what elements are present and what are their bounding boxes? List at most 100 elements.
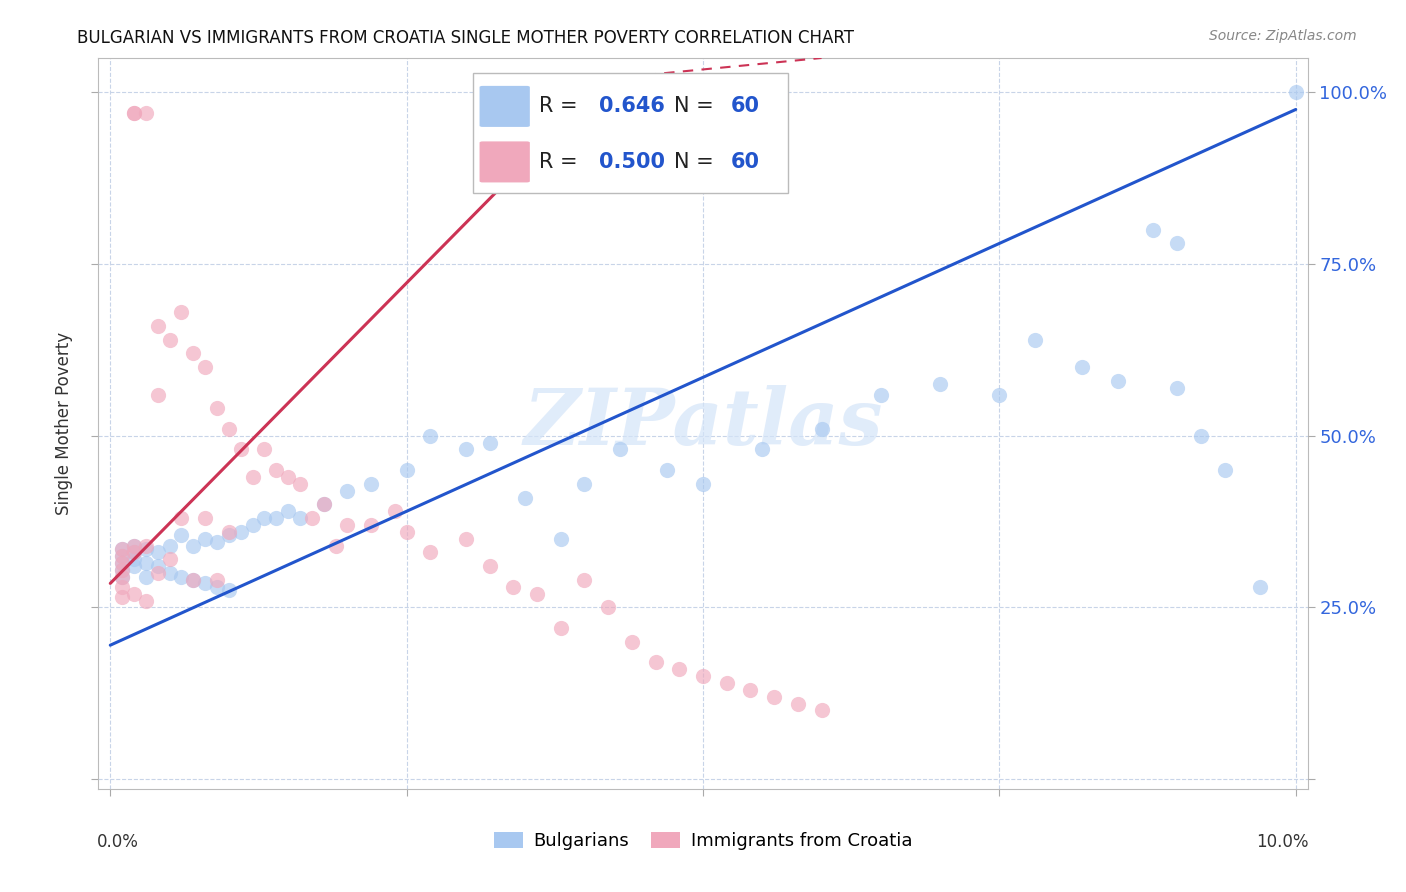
Point [454, 532, 477, 546]
Point [253, 511, 276, 525]
Point [419, 428, 441, 442]
Point [716, 676, 738, 690]
Point [609, 442, 631, 457]
Point [159, 539, 181, 553]
Point [620, 634, 643, 648]
Point [336, 518, 359, 533]
Point [122, 539, 145, 553]
Point [122, 552, 145, 566]
Point [181, 573, 204, 587]
Point [988, 387, 1011, 401]
Point [810, 703, 832, 717]
Point [312, 497, 335, 511]
Point [122, 106, 145, 120]
Point [312, 497, 335, 511]
Point [111, 542, 134, 557]
Point [384, 504, 406, 518]
Point [360, 476, 382, 491]
Point [111, 542, 134, 557]
Point [170, 511, 193, 525]
Point [111, 556, 134, 570]
Point [146, 566, 169, 580]
Point [122, 106, 145, 120]
Point [692, 476, 714, 491]
Point [657, 463, 679, 477]
Point [574, 476, 596, 491]
Point [550, 532, 572, 546]
Point [122, 545, 145, 559]
Point [598, 600, 620, 615]
Point [205, 573, 228, 587]
Point [515, 491, 537, 505]
Point [526, 587, 548, 601]
Point [135, 542, 157, 557]
Point [135, 593, 157, 607]
Point [550, 621, 572, 635]
Point [288, 476, 311, 491]
Point [111, 590, 134, 604]
Point [205, 401, 228, 416]
Point [264, 511, 287, 525]
Point [194, 532, 217, 546]
Point [692, 669, 714, 683]
Point [1071, 359, 1094, 374]
Legend: Bulgarians, Immigrants from Croatia: Bulgarians, Immigrants from Croatia [486, 824, 920, 857]
Point [111, 569, 134, 583]
Point [146, 387, 169, 401]
Text: ZIPatlas: ZIPatlas [523, 385, 883, 462]
Point [668, 662, 690, 676]
Point [1142, 222, 1164, 236]
Text: 0.0%: 0.0% [97, 833, 139, 851]
Y-axis label: Single Mother Poverty: Single Mother Poverty [55, 332, 73, 516]
Point [111, 569, 134, 583]
Point [574, 573, 596, 587]
Point [869, 387, 891, 401]
Text: BULGARIAN VS IMMIGRANTS FROM CROATIA SINGLE MOTHER POVERTY CORRELATION CHART: BULGARIAN VS IMMIGRANTS FROM CROATIA SIN… [77, 29, 855, 46]
Point [419, 545, 441, 559]
Point [218, 524, 240, 539]
Point [218, 583, 240, 598]
Point [205, 535, 228, 549]
Point [301, 511, 323, 525]
Point [218, 528, 240, 542]
Point [1024, 333, 1046, 347]
Point [336, 483, 359, 498]
Point [194, 576, 217, 591]
Point [264, 463, 287, 477]
Point [181, 573, 204, 587]
Point [1213, 463, 1236, 477]
Point [810, 422, 832, 436]
Point [929, 377, 952, 392]
Point [1285, 85, 1308, 99]
Text: 10.0%: 10.0% [1257, 833, 1309, 851]
Point [288, 511, 311, 525]
Point [170, 569, 193, 583]
Point [395, 524, 418, 539]
Point [194, 359, 217, 374]
Point [277, 504, 299, 518]
Point [1249, 580, 1271, 594]
Point [111, 563, 134, 577]
Point [277, 470, 299, 484]
Point [135, 106, 157, 120]
Point [751, 442, 773, 457]
Point [242, 470, 264, 484]
Point [502, 580, 524, 594]
Text: Source: ZipAtlas.com: Source: ZipAtlas.com [1209, 29, 1357, 43]
Point [644, 656, 666, 670]
Point [395, 463, 418, 477]
Point [111, 549, 134, 563]
Point [786, 697, 808, 711]
Point [135, 539, 157, 553]
Point [170, 528, 193, 542]
Point [1166, 381, 1188, 395]
Point [146, 559, 169, 574]
Point [122, 587, 145, 601]
Point [122, 539, 145, 553]
Point [146, 545, 169, 559]
Point [478, 435, 501, 450]
Point [1189, 428, 1212, 442]
Point [111, 556, 134, 570]
Point [111, 580, 134, 594]
Point [478, 559, 501, 574]
